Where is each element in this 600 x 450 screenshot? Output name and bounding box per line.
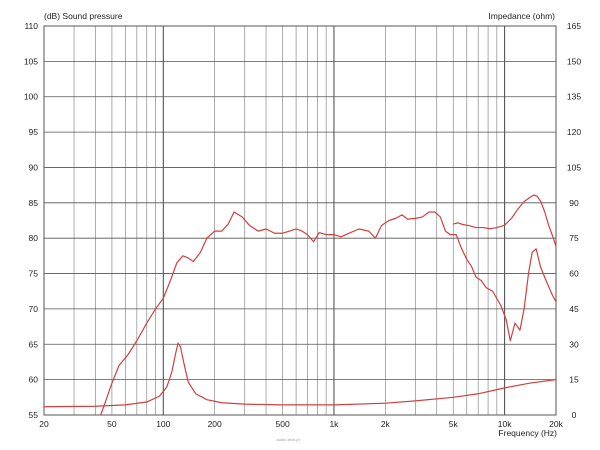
left-tick-label: 65	[29, 339, 39, 349]
x-tick-label: 50	[107, 419, 117, 429]
right-tick-label: 165	[567, 21, 581, 31]
right-axis-title: Impedance (ohm)	[488, 11, 555, 21]
right-tick-label: 150	[567, 56, 581, 66]
right-tick-label: 105	[567, 162, 581, 172]
spl-curve	[100, 211, 557, 416]
x-tick-label: 20	[39, 419, 49, 429]
left-tick-label: 80	[29, 233, 39, 243]
left-tick-label: 90	[29, 162, 39, 172]
x-axis-title: Frequency (Hz)	[498, 428, 557, 438]
left-tick-label: 95	[29, 127, 39, 137]
x-axis-ticks: 20 50 100 200 500 1k 2k 5k 10k 20k	[39, 419, 563, 429]
x-tick-label: 20k	[549, 419, 563, 429]
right-tick-label: 0	[572, 410, 577, 420]
x-tick-label: 5k	[449, 419, 459, 429]
left-axis-ticks: 55 60 65 70 75 80 85 90 95 100 105 110	[24, 21, 38, 420]
watermark-text: audio-tech.pl	[277, 437, 300, 442]
x-tick-label: 500	[275, 419, 289, 429]
impedance-curve	[43, 342, 557, 408]
plot-frame	[43, 25, 557, 416]
x-tick-label: 10k	[498, 419, 512, 429]
right-tick-label: 90	[569, 198, 579, 208]
curves	[43, 194, 557, 416]
left-tick-label: 75	[29, 269, 39, 279]
left-tick-label: 105	[24, 56, 38, 66]
left-tick-label: 55	[29, 410, 39, 420]
left-tick-label: 60	[29, 375, 39, 385]
left-tick-label: 110	[24, 21, 38, 31]
left-tick-label: 100	[24, 92, 38, 102]
right-tick-label: 75	[569, 233, 579, 243]
left-axis-title: (dB) Sound pressure	[44, 11, 123, 21]
right-tick-label: 120	[567, 127, 581, 137]
right-tick-label: 15	[569, 375, 579, 385]
left-tick-label: 70	[29, 304, 39, 314]
x-tick-label: 200	[208, 419, 222, 429]
right-tick-label: 60	[569, 269, 579, 279]
right-axis-ticks: 0 15 30 45 60 75 90 105 120 135 150 165	[567, 21, 581, 420]
right-tick-label: 135	[567, 92, 581, 102]
x-tick-label: 1k	[329, 419, 339, 429]
x-tick-label: 100	[156, 419, 170, 429]
impedance-curve	[453, 194, 557, 247]
right-tick-label: 30	[569, 339, 579, 349]
x-tick-label: 2k	[381, 419, 391, 429]
left-tick-label: 85	[29, 198, 39, 208]
right-tick-label: 45	[569, 304, 579, 314]
